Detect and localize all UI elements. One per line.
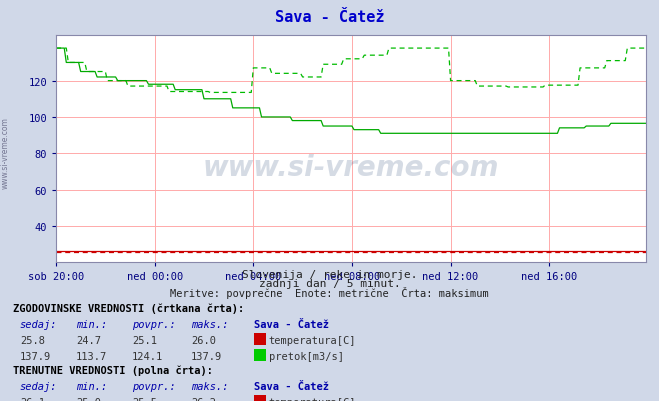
Text: maks.:: maks.: (191, 381, 229, 391)
Text: temperatura[C]: temperatura[C] (269, 397, 357, 401)
Text: 25.8: 25.8 (20, 335, 45, 345)
Text: Sava - Čatež: Sava - Čatež (254, 381, 329, 391)
Text: Meritve: povprečne  Enote: metrične  Črta: maksimum: Meritve: povprečne Enote: metrične Črta:… (170, 286, 489, 298)
Text: 25.0: 25.0 (76, 397, 101, 401)
Text: ZGODOVINSKE VREDNOSTI (črtkana črta):: ZGODOVINSKE VREDNOSTI (črtkana črta): (13, 302, 244, 313)
Text: pretok[m3/s]: pretok[m3/s] (269, 351, 344, 361)
Text: sedaj:: sedaj: (20, 319, 57, 329)
Text: www.si-vreme.com: www.si-vreme.com (203, 154, 499, 182)
Text: 25.5: 25.5 (132, 397, 157, 401)
Text: temperatura[C]: temperatura[C] (269, 335, 357, 345)
Text: zadnji dan / 5 minut.: zadnji dan / 5 minut. (258, 279, 401, 289)
Text: 113.7: 113.7 (76, 351, 107, 361)
Text: Sava - Čatež: Sava - Čatež (254, 319, 329, 329)
Text: povpr.:: povpr.: (132, 381, 175, 391)
Text: 137.9: 137.9 (191, 351, 222, 361)
Text: TRENUTNE VREDNOSTI (polna črta):: TRENUTNE VREDNOSTI (polna črta): (13, 365, 213, 375)
Text: min.:: min.: (76, 381, 107, 391)
Text: 25.1: 25.1 (132, 335, 157, 345)
Text: min.:: min.: (76, 319, 107, 329)
Text: 26.2: 26.2 (191, 397, 216, 401)
Text: 24.7: 24.7 (76, 335, 101, 345)
Text: 137.9: 137.9 (20, 351, 51, 361)
Text: 26.1: 26.1 (20, 397, 45, 401)
Text: sedaj:: sedaj: (20, 381, 57, 391)
Text: Slovenija / reke in morje.: Slovenija / reke in morje. (242, 269, 417, 279)
Text: 26.0: 26.0 (191, 335, 216, 345)
Text: maks.:: maks.: (191, 319, 229, 329)
Text: povpr.:: povpr.: (132, 319, 175, 329)
Text: www.si-vreme.com: www.si-vreme.com (1, 117, 10, 188)
Text: 124.1: 124.1 (132, 351, 163, 361)
Text: Sava - Čatež: Sava - Čatež (275, 10, 384, 25)
